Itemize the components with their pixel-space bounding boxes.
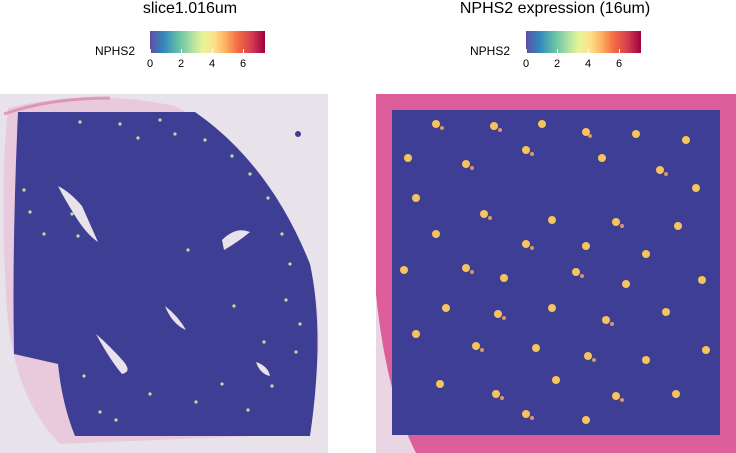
left-tissue-mask [13,112,318,436]
right-legend-tick-2: 2 [553,58,561,70]
left-panel-title: slice1.016um [142,0,238,17]
left-legend-label: NPHS2 [95,44,136,58]
left-legend-colorbar [150,31,265,53]
left-legend-tick-2: 2 [177,58,185,70]
left-tissue-image [0,94,328,453]
right-legend-tick-6: 6 [615,58,623,70]
right-legend-label: NPHS2 [470,44,511,58]
right-legend-colorbar [526,31,641,53]
left-legend-tick-4: 4 [208,58,216,70]
right-legend-tick-4: 4 [584,58,592,70]
right-tissue-image [376,94,736,453]
right-legend-tick-0: 0 [522,58,530,70]
left-legend-tick-0: 0 [146,58,154,70]
right-panel-title: NPHS2 expression (16um) [459,0,651,17]
left-legend-tick-6: 6 [239,58,247,70]
